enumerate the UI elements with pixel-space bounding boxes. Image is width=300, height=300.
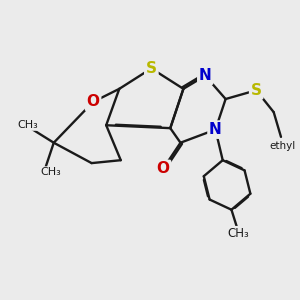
Text: O: O bbox=[87, 94, 100, 110]
Text: S: S bbox=[251, 83, 262, 98]
Text: N: N bbox=[209, 122, 222, 137]
Text: ethyl: ethyl bbox=[269, 141, 296, 151]
Text: CH₃: CH₃ bbox=[40, 167, 61, 177]
Text: O: O bbox=[157, 161, 169, 176]
Text: CH₃: CH₃ bbox=[228, 226, 250, 239]
Text: CH₃: CH₃ bbox=[17, 120, 38, 130]
Text: S: S bbox=[146, 61, 157, 76]
Text: N: N bbox=[199, 68, 211, 83]
